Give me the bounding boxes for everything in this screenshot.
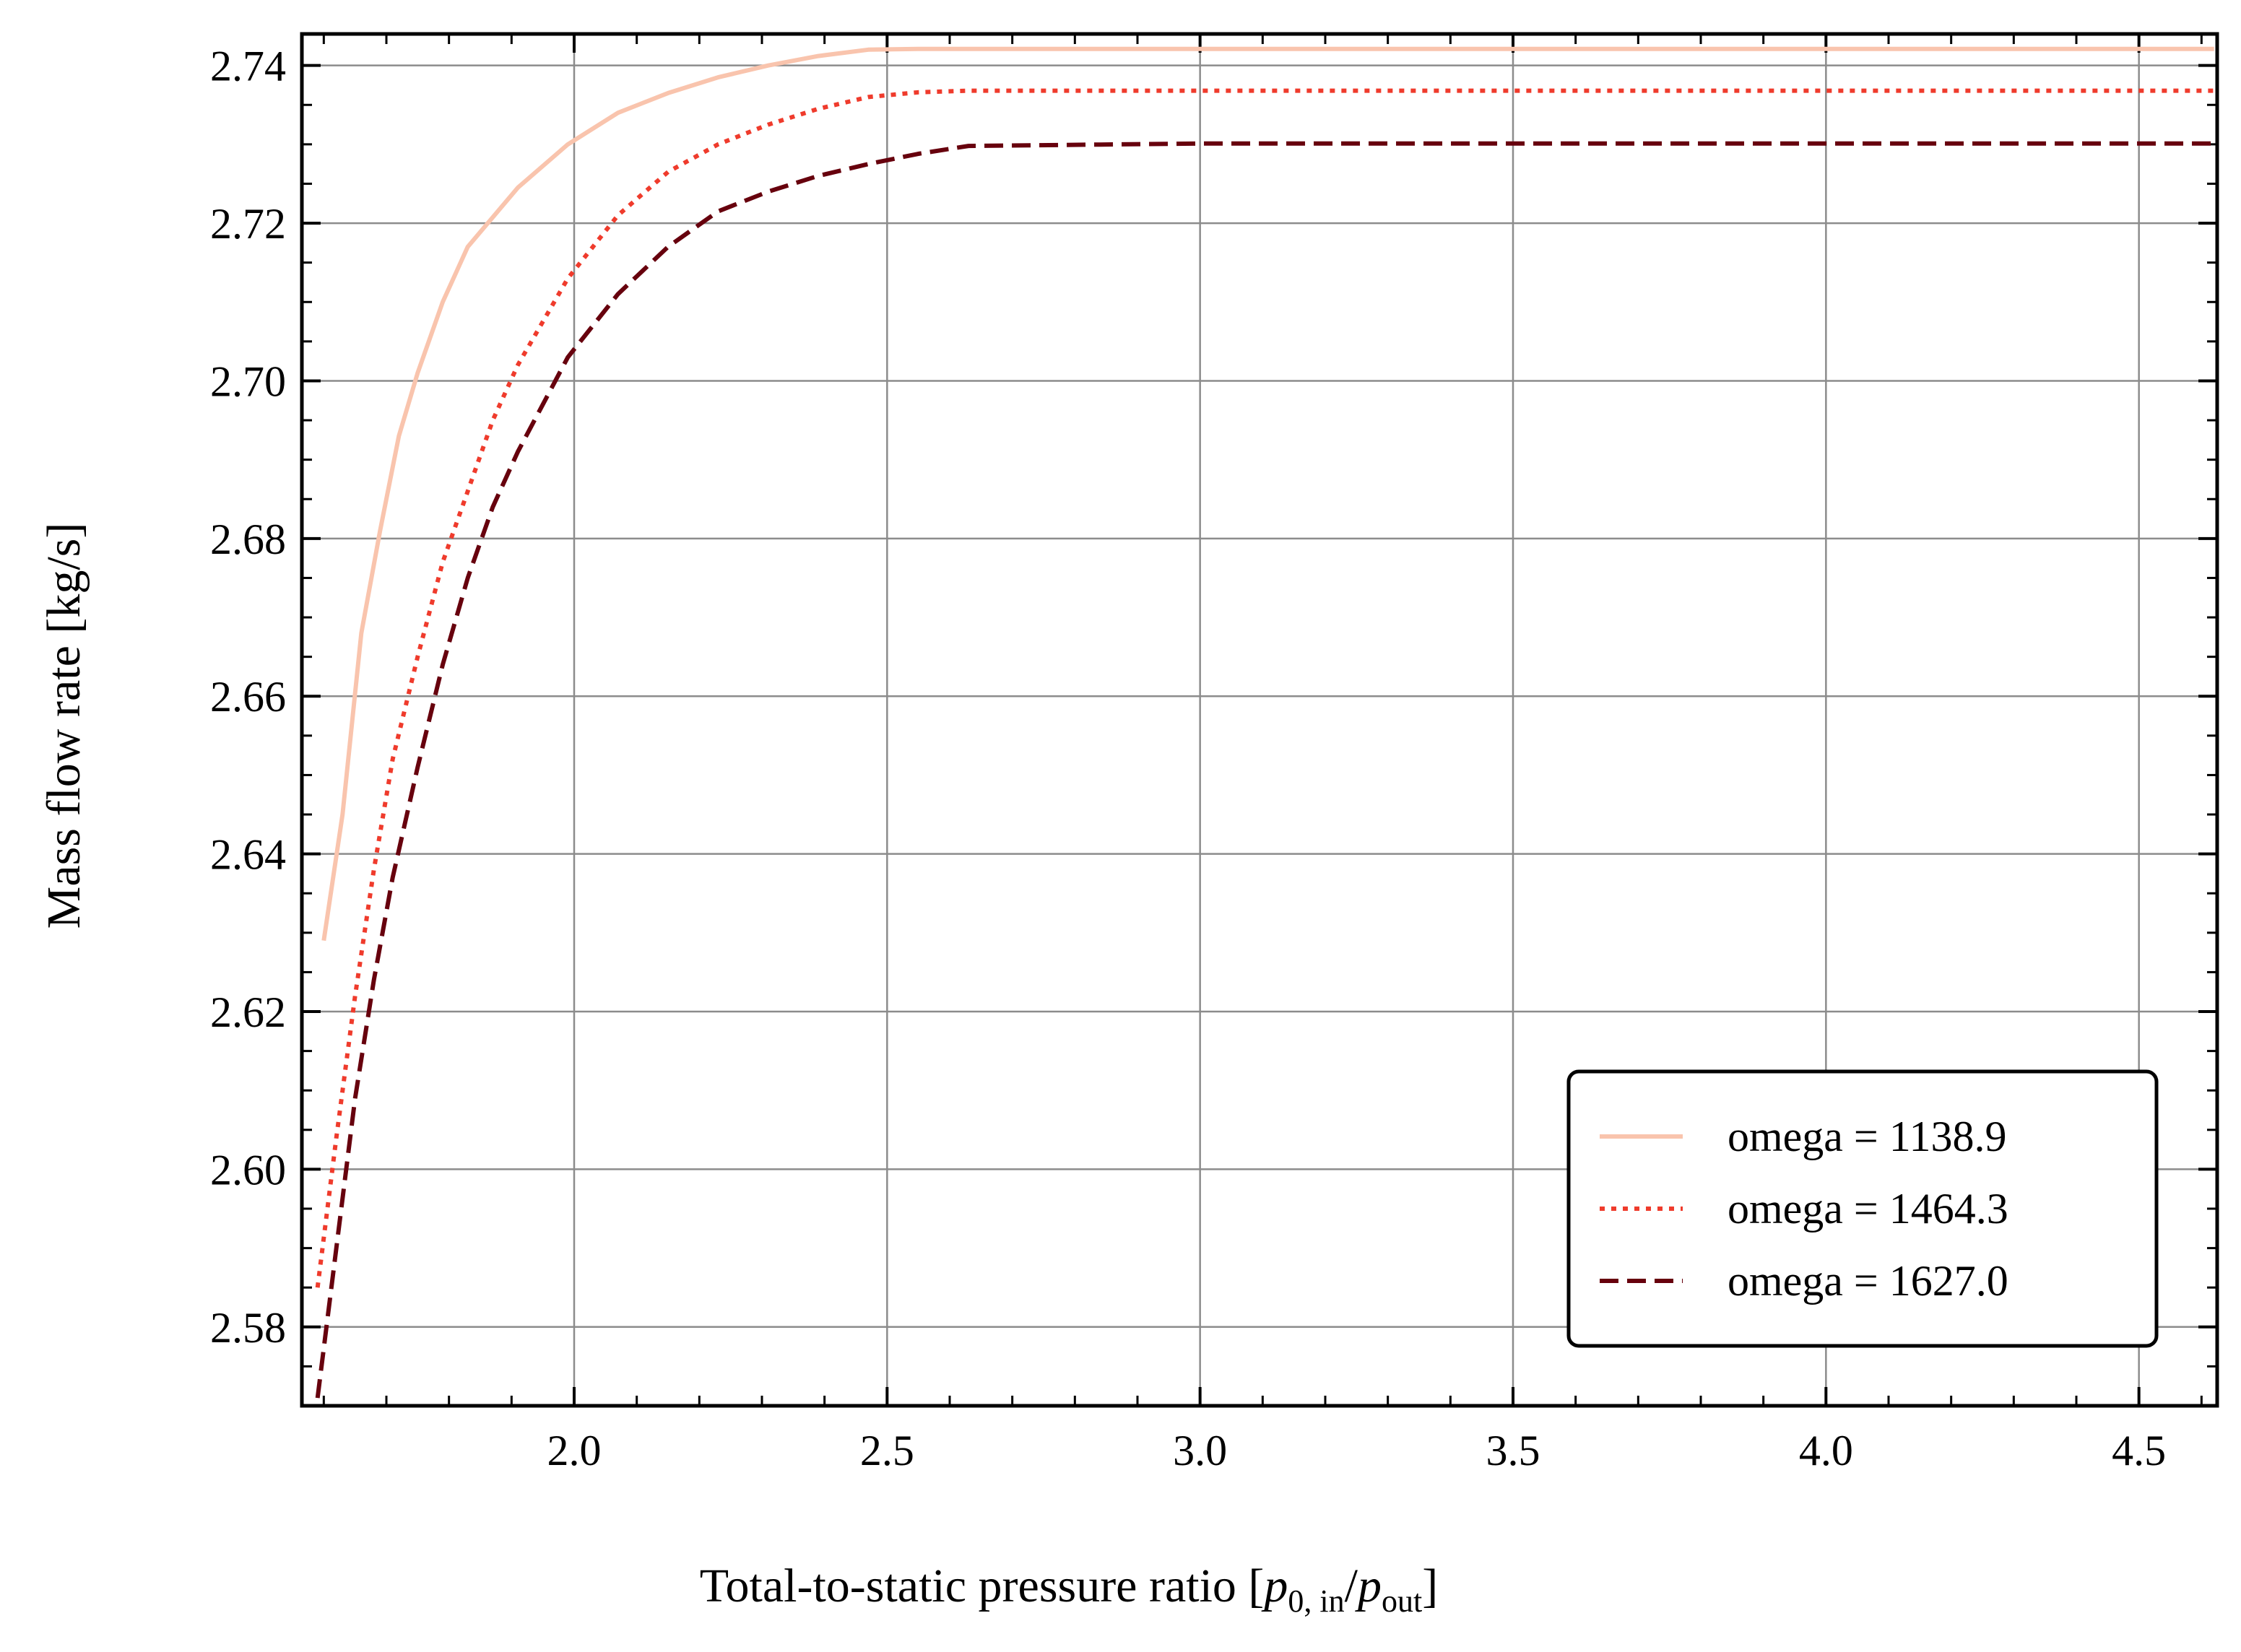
y-tick-label: 2.66 bbox=[210, 673, 286, 721]
y-tick-label: 2.68 bbox=[210, 516, 286, 563]
series-line bbox=[321, 46, 2214, 942]
x-tick-label: 2.5 bbox=[860, 1427, 914, 1474]
series-line bbox=[315, 141, 2214, 1399]
plot-frame bbox=[300, 32, 2219, 1408]
legend-label: omega = 1138.9 bbox=[1728, 1113, 2007, 1160]
y-axis-label: Mass flow rate [kg/s] bbox=[38, 523, 90, 929]
x-tick-label: 3.5 bbox=[1486, 1427, 1540, 1474]
x-tick-label: 4.0 bbox=[1799, 1427, 1853, 1474]
y-tick-labels: 2.58 2.60 2.62 2.64 2.66 2.68 2.70 2.72 2.74 bbox=[210, 43, 286, 1352]
legend-entries: omega = 1138.9 omega = 1464.3 omega = 1627… bbox=[1600, 1113, 2008, 1305]
x-tick-label: 3.0 bbox=[1173, 1427, 1227, 1474]
x-tick-label: 2.0 bbox=[547, 1427, 602, 1474]
y-tick-label: 2.60 bbox=[210, 1146, 286, 1194]
x-axis-label: Total-to-static pressure ratio [p0, in/p… bbox=[700, 1560, 1438, 1619]
y-tick-label: 2.62 bbox=[210, 988, 286, 1036]
y-tick-label: 2.72 bbox=[210, 200, 286, 248]
y-tick-label: 2.74 bbox=[210, 43, 286, 90]
legend: omega = 1138.9 omega = 1464.3 omega = 1627… bbox=[1566, 1069, 2159, 1348]
x-tick-label: 4.5 bbox=[2112, 1427, 2166, 1474]
grid bbox=[302, 34, 2217, 1406]
y-tick-label: 2.70 bbox=[210, 357, 286, 405]
y-tick-label: 2.64 bbox=[210, 831, 286, 879]
legend-label: omega = 1627.0 bbox=[1728, 1257, 2008, 1305]
series-lines bbox=[315, 46, 2214, 1399]
y-tick-label: 2.58 bbox=[210, 1304, 286, 1352]
legend-box bbox=[1566, 1069, 2159, 1348]
series-line bbox=[315, 88, 2214, 1288]
x-tick-labels: 2.0 2.5 3.0 3.5 4.0 4.5 bbox=[547, 1427, 2167, 1474]
legend-label: omega = 1464.3 bbox=[1728, 1185, 2008, 1233]
